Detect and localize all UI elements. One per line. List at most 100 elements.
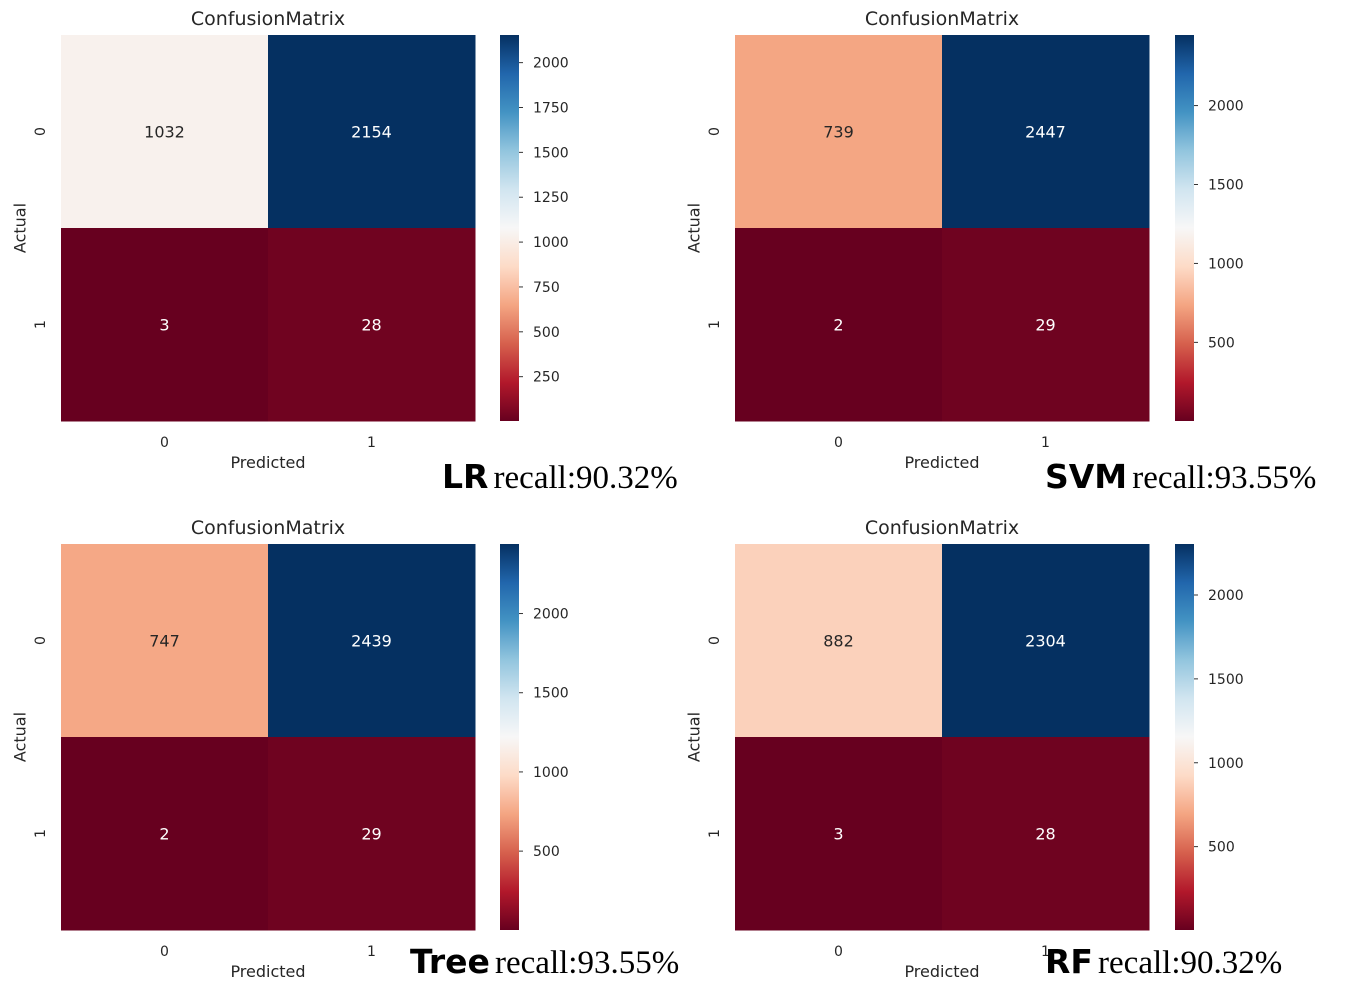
cell-value-label: 3	[833, 825, 843, 844]
colorbar-tick-label: 250	[533, 370, 560, 386]
cell-value-label: 29	[1035, 316, 1055, 335]
chart-title: ConfusionMatrix	[191, 8, 345, 30]
colorbar-tick-label: 2000	[533, 56, 569, 72]
heatmap-cell	[735, 35, 943, 229]
y-axis-label: Actual	[11, 203, 30, 253]
caption-metric: recall:93.55%	[1132, 460, 1317, 496]
heatmap-cell	[268, 228, 476, 422]
y-axis-label: Actual	[11, 712, 30, 762]
colorbar-tick-label: 1000	[1208, 256, 1244, 272]
chart-title: ConfusionMatrix	[865, 8, 1019, 30]
cell-value-label: 1032	[144, 123, 185, 142]
heatmap-cell	[735, 737, 943, 931]
caption-lr: LR recall:90.32%	[442, 460, 678, 495]
y-tick-label: 1	[707, 829, 723, 838]
cell-value-label: 2	[833, 316, 843, 335]
heatmap-cell	[268, 737, 476, 931]
colorbar-tick-label: 1000	[1208, 756, 1244, 772]
x-axis-label: Predicted	[230, 453, 305, 472]
colorbar-tick-label: 1750	[533, 100, 569, 116]
heatmap-panel-2	[61, 544, 523, 931]
colorbar-tick-label: 500	[533, 844, 560, 860]
cell-value-label: 747	[149, 632, 180, 651]
y-tick-label: 0	[33, 127, 49, 136]
heatmap-cell	[268, 35, 476, 229]
heatmap-cell	[942, 737, 1150, 931]
colorbar-tick-label: 2000	[1208, 588, 1244, 604]
heatmap-cell	[735, 544, 943, 738]
cell-value-label: 28	[361, 316, 381, 335]
x-tick-label: 0	[834, 944, 843, 960]
heatmap-cell	[61, 737, 269, 931]
caption-svm: SVM recall:93.55%	[1045, 460, 1316, 495]
caption-model: SVM	[1045, 457, 1128, 496]
heatmap-panel-1	[735, 35, 1198, 422]
y-tick-label: 1	[33, 320, 49, 329]
x-axis-label: Predicted	[904, 962, 979, 981]
chart-title: ConfusionMatrix	[191, 517, 345, 539]
colorbar	[500, 544, 519, 930]
colorbar	[1175, 544, 1194, 930]
caption-rf: RF recall:90.32%	[1045, 945, 1282, 980]
x-axis-label: Predicted	[230, 962, 305, 981]
colorbar	[500, 35, 519, 421]
caption-metric: recall:93.55%	[495, 945, 680, 981]
caption-model: LR	[442, 457, 489, 496]
colorbar-tick-label: 500	[1208, 840, 1235, 856]
colorbar-tick-label: 500	[1208, 335, 1235, 351]
y-tick-label: 0	[707, 636, 723, 645]
x-tick-label: 0	[160, 944, 169, 960]
x-tick-label: 1	[1041, 435, 1050, 451]
cell-value-label: 2	[159, 825, 169, 844]
heatmap-cell	[61, 228, 269, 422]
x-tick-label: 1	[1041, 944, 1050, 960]
cell-value-label: 29	[361, 825, 381, 844]
y-axis-label: Actual	[685, 712, 704, 762]
cell-value-label: 3	[159, 316, 169, 335]
y-tick-label: 0	[33, 636, 49, 645]
y-axis-label: Actual	[685, 203, 704, 253]
cell-value-label: 2447	[1025, 123, 1066, 142]
colorbar-tick-label: 1000	[533, 235, 569, 251]
x-tick-label: 1	[367, 944, 376, 960]
caption-tree: Tree recall:93.55%	[410, 945, 679, 980]
heatmap-cell	[942, 35, 1150, 229]
heatmap-panel-0	[61, 35, 523, 422]
colorbar-tick-label: 500	[533, 325, 560, 341]
caption-metric: recall:90.32%	[493, 460, 678, 496]
colorbar-tick-label: 2000	[533, 607, 569, 623]
heatmap-cell	[268, 544, 476, 738]
caption-metric: recall:90.32%	[1098, 945, 1283, 981]
colorbar-tick-label: 2000	[1208, 99, 1244, 115]
caption-model: Tree	[410, 942, 490, 981]
heatmap-cell	[942, 544, 1150, 738]
colorbar-tick-label: 1500	[533, 145, 569, 161]
y-tick-label: 0	[707, 127, 723, 136]
chart-title: ConfusionMatrix	[865, 517, 1019, 539]
heatmap-cell	[61, 35, 269, 229]
cell-value-label: 2304	[1025, 632, 1066, 651]
x-tick-label: 0	[160, 435, 169, 451]
colorbar	[1175, 35, 1194, 421]
cell-value-label: 2154	[351, 123, 392, 142]
colorbar-tick-label: 1500	[533, 686, 569, 702]
cell-value-label: 2439	[351, 632, 392, 651]
colorbar-tick-label: 1000	[533, 765, 569, 781]
x-tick-label: 0	[834, 435, 843, 451]
colorbar-tick-label: 1500	[1208, 178, 1244, 194]
heatmap-cell	[61, 544, 269, 738]
caption-model: RF	[1045, 942, 1093, 981]
x-axis-label: Predicted	[904, 453, 979, 472]
heatmap-panel-3	[735, 544, 1198, 931]
y-tick-label: 1	[707, 320, 723, 329]
colorbar-tick-label: 1500	[1208, 672, 1244, 688]
heatmap-cell	[735, 228, 943, 422]
y-tick-label: 1	[33, 829, 49, 838]
heatmap-cell	[942, 228, 1150, 422]
colorbar-tick-label: 750	[533, 280, 560, 296]
cell-value-label: 882	[823, 632, 854, 651]
x-tick-label: 1	[367, 435, 376, 451]
colorbar-tick-label: 1250	[533, 190, 569, 206]
cell-value-label: 739	[823, 123, 854, 142]
